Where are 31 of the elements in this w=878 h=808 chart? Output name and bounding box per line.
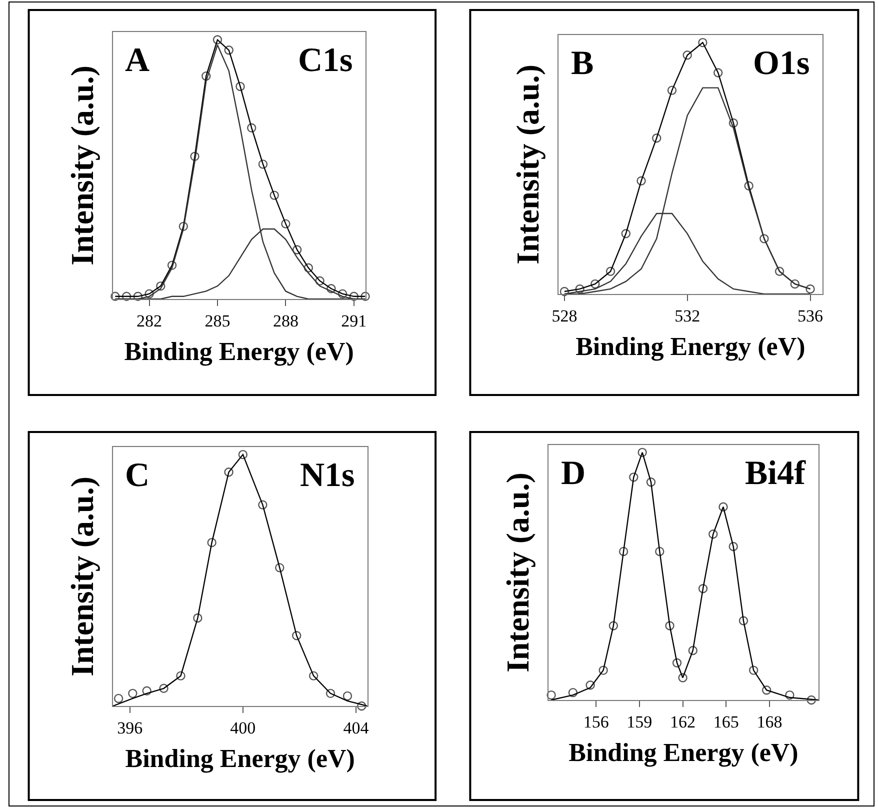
x-tick-label: 536 xyxy=(798,306,824,326)
x-tick-label: 165 xyxy=(713,712,739,732)
x-tick-label: 528 xyxy=(552,306,578,326)
x-tick-label: 282 xyxy=(136,311,162,330)
x-tick-label: 291 xyxy=(341,311,367,330)
x-axis-title: Binding Energy (eV) xyxy=(124,337,354,366)
x-axis-title: Binding Energy (eV) xyxy=(568,738,798,768)
x-tick-label: 532 xyxy=(674,306,700,326)
annotation: C xyxy=(125,457,150,494)
annotation: O1s xyxy=(753,45,810,82)
x-axis-title: Binding Energy (eV) xyxy=(576,332,806,362)
x-tick-label: 168 xyxy=(756,712,782,732)
annotation: B xyxy=(571,45,594,82)
x-tick-label: 159 xyxy=(626,712,652,732)
x-axis-title: Binding Energy (eV) xyxy=(125,744,355,774)
annotation: A xyxy=(125,42,150,79)
x-tick-label: 400 xyxy=(230,718,256,738)
y-axis-title: Intensity (a.u.) xyxy=(64,65,100,266)
y-axis-title: Intensity (a.u.) xyxy=(64,476,100,677)
annotation: Bi4f xyxy=(745,455,806,492)
annotation: C1s xyxy=(298,42,353,79)
x-tick-label: 156 xyxy=(583,712,609,732)
y-axis-title: Intensity (a.u.) xyxy=(510,64,546,265)
x-tick-label: 404 xyxy=(343,718,370,738)
x-tick-label: 162 xyxy=(670,712,696,732)
x-tick-label: 285 xyxy=(204,311,230,330)
annotation: N1s xyxy=(300,457,355,494)
x-tick-label: 396 xyxy=(117,718,143,738)
x-tick-label: 288 xyxy=(272,311,298,330)
y-axis-title: Intensity (a.u.) xyxy=(500,472,536,673)
annotation: D xyxy=(561,455,586,492)
